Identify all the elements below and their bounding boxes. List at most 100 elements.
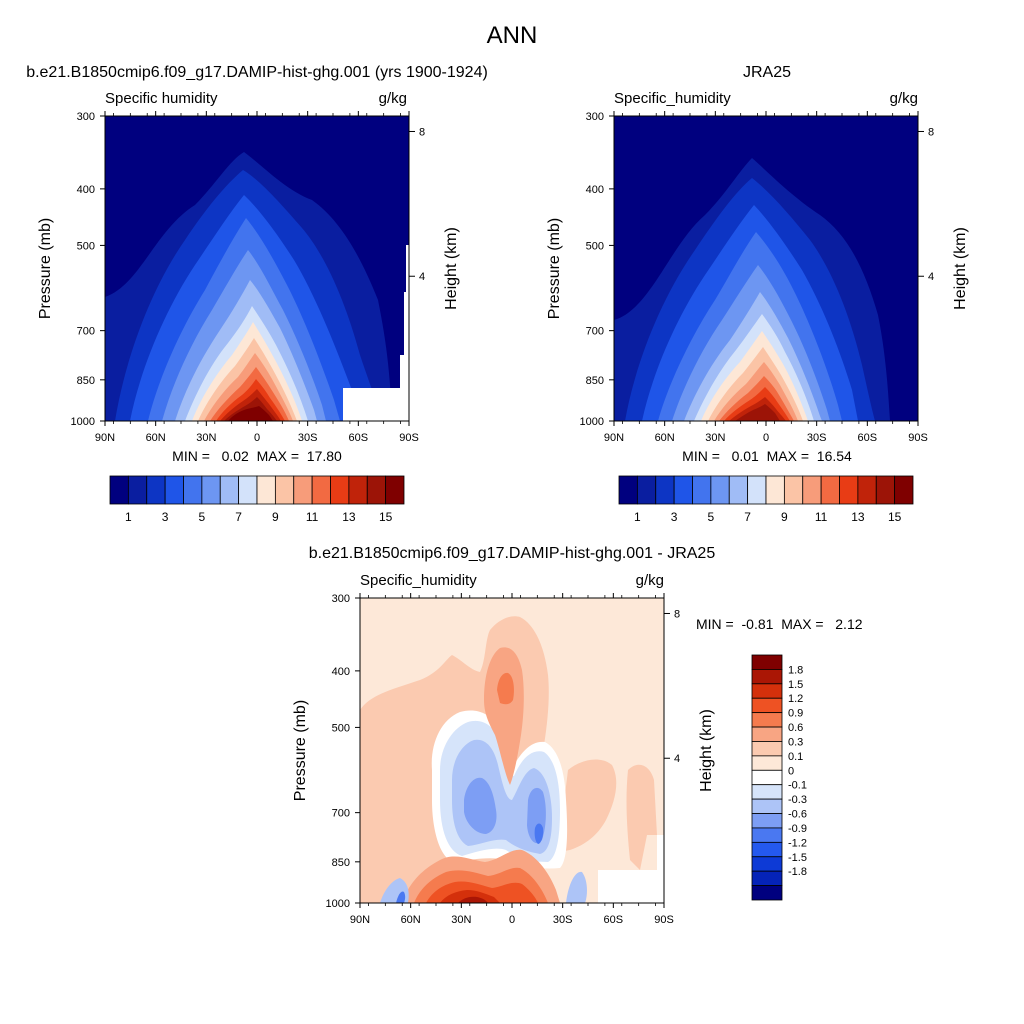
obs-colorbar-label-7: 15: [888, 510, 902, 524]
obs-colorbar-label-3: 7: [744, 510, 751, 524]
model-colorbar-swatch-3: [164, 475, 184, 505]
panel-diff-left-label: Specific_humidity: [360, 572, 477, 589]
diff-contour-pos-0.3-east: [558, 759, 617, 852]
diff-colorbar-swatch-3: [751, 697, 783, 714]
obs-colorbar-swatch-6: [728, 475, 749, 505]
obs-colorbar-label-2: 5: [708, 510, 715, 524]
obs-lat-label-2: 30N: [705, 432, 725, 444]
model-colorbar-swatch-0: [109, 475, 129, 505]
obs-colorbar: 1 3 5 7 9 11 13 15: [618, 475, 914, 524]
diff-colorbar-swatch-2: [751, 683, 783, 699]
model-colorbar-swatch-15: [385, 475, 405, 505]
diff-colorbar: 1.8 1.5 1.2 0.9 0.6 0.3 0.1 0 -0.1 -0.3 -0.6 -0.9 -1…: [751, 654, 807, 901]
diff-contour-neg-lowleft-core: [396, 891, 406, 903]
diff-htick-label-0: 8: [674, 608, 680, 620]
model-contour-15: [228, 406, 273, 421]
diff-contour-neg-0.6: [464, 777, 497, 834]
panel-diff-plot: [360, 598, 664, 903]
diff-contour-neg-lowright: [566, 871, 587, 903]
diff-colorbar-swatch-11: [751, 813, 783, 829]
obs-ptick-label-2: 500: [586, 240, 604, 252]
panel-diff-units: g/kg: [636, 572, 664, 589]
model-colorbar-label-3: 7: [235, 510, 242, 524]
obs-colorbar-swatch-2: [655, 475, 675, 505]
model-colorbar-label-6: 13: [342, 510, 356, 524]
diff-contour-pos-0.6-tongue: [484, 647, 524, 785]
obs-colorbar-swatch-3: [673, 475, 693, 505]
obs-colorbar-swatch-14: [875, 475, 896, 505]
model-colorbar-swatch-2: [146, 475, 166, 505]
obs-htick-label-0: 8: [928, 126, 934, 138]
obs-lat-label-1: 60N: [655, 432, 675, 444]
model-htick-label-1: 4: [419, 271, 425, 283]
panel-model-units: g/kg: [379, 90, 407, 107]
diff-colorbar-label-8: -0.1: [788, 780, 807, 792]
diff-ptick-label-0: 300: [332, 593, 350, 605]
diff-contour-pos-1.5-low: [458, 896, 488, 903]
model-colorbar-swatch-6: [219, 475, 240, 505]
model-ptick-label-2: 500: [77, 240, 95, 252]
obs-lat-label-3: 0: [763, 432, 769, 444]
diff-colorbar-label-1: 1.5: [788, 679, 803, 691]
diff-colorbar-label-11: -0.9: [788, 823, 807, 835]
diff-lat-label-5: 60S: [604, 914, 624, 926]
obs-ptick-label-5: 1000: [580, 416, 604, 428]
model-colorbar: 1 3 5 7 9 11 13 15: [109, 475, 405, 524]
obs-lat-label-4: 30S: [807, 432, 827, 444]
diff-colorbar-label-4: 0.6: [788, 722, 803, 734]
diff-lat-label-0: 90N: [350, 914, 370, 926]
model-colorbar-swatch-7: [238, 475, 258, 505]
page-title: ANN: [487, 22, 538, 49]
diff-contour-pos-0.9-tongue: [497, 672, 514, 705]
diff-colorbar-swatch-10: [751, 798, 783, 814]
diff-colorbar-label-10: -0.6: [788, 809, 807, 821]
diff-contour-pos-1.2-low: [440, 890, 500, 903]
diff-missing-region: [598, 835, 664, 903]
model-colorbar-swatch-12: [330, 475, 350, 505]
obs-colorbar-label-5: 11: [815, 510, 828, 524]
model-colorbar-swatch-13: [348, 475, 368, 505]
diff-colorbar-label-14: -1.8: [788, 866, 807, 878]
panel-obs-plot: [614, 116, 918, 421]
diff-colorbar-swatch-1: [751, 669, 783, 685]
model-lat-label-0: 90N: [95, 432, 115, 444]
obs-colorbar-swatch-0: [618, 475, 638, 505]
obs-colorbar-swatch-10: [802, 475, 822, 505]
diff-lat-label-1: 60N: [401, 914, 421, 926]
diff-colorbar-label-3: 0.9: [788, 708, 803, 720]
panel-obs-left-label: Specific_humidity: [614, 90, 731, 107]
model-colorbar-swatch-11: [311, 475, 331, 505]
obs-axes: 300 400 500 700 850 1000 8 4 90N 60N 30N 0 30S 60S 90S…: [546, 111, 969, 444]
obs-y2label: Height (km): [952, 227, 969, 310]
model-colorbar-swatch-8: [256, 475, 276, 505]
model-ptick-label-3: 700: [77, 326, 95, 338]
diff-htick-label-1: 4: [674, 753, 680, 765]
panel-model-plot: [105, 116, 409, 421]
diff-colorbar-swatch-7: [751, 755, 783, 771]
diff-lat-label-3: 0: [509, 914, 515, 926]
diff-ptick-label-5: 1000: [326, 898, 350, 910]
model-lat-label-4: 30S: [298, 432, 318, 444]
model-missing-region: [343, 245, 409, 421]
model-colorbar-swatch-14: [366, 475, 387, 505]
diff-ptick-label-3: 700: [332, 808, 350, 820]
diff-colorbar-swatch-5: [751, 726, 783, 742]
diff-colorbar-swatch-0: [751, 654, 783, 670]
obs-colorbar-swatch-5: [710, 475, 730, 505]
diff-colorbar-label-2: 1.2: [788, 693, 803, 705]
diff-colorbar-label-6: 0.1: [788, 751, 803, 763]
diff-colorbar-label-13: -1.5: [788, 852, 807, 864]
panel-diff-title: b.e21.B1850cmip6.f09_g17.DAMIP-hist-ghg.…: [309, 545, 716, 562]
diff-colorbar-label-7: 0: [788, 765, 794, 777]
obs-colorbar-swatch-9: [783, 475, 804, 505]
diff-lat-label-6: 90S: [654, 914, 674, 926]
model-colorbar-label-4: 9: [272, 510, 279, 524]
model-colorbar-label-0: 1: [125, 510, 132, 524]
panel-obs-units: g/kg: [890, 90, 918, 107]
model-colorbar-label-7: 15: [379, 510, 393, 524]
obs-contour-14: [735, 404, 780, 421]
panel-obs-stats: MIN = 0.01 MAX = 16.54: [682, 448, 852, 464]
model-colorbar-swatch-5: [201, 475, 221, 505]
obs-colorbar-swatch-13: [857, 475, 877, 505]
